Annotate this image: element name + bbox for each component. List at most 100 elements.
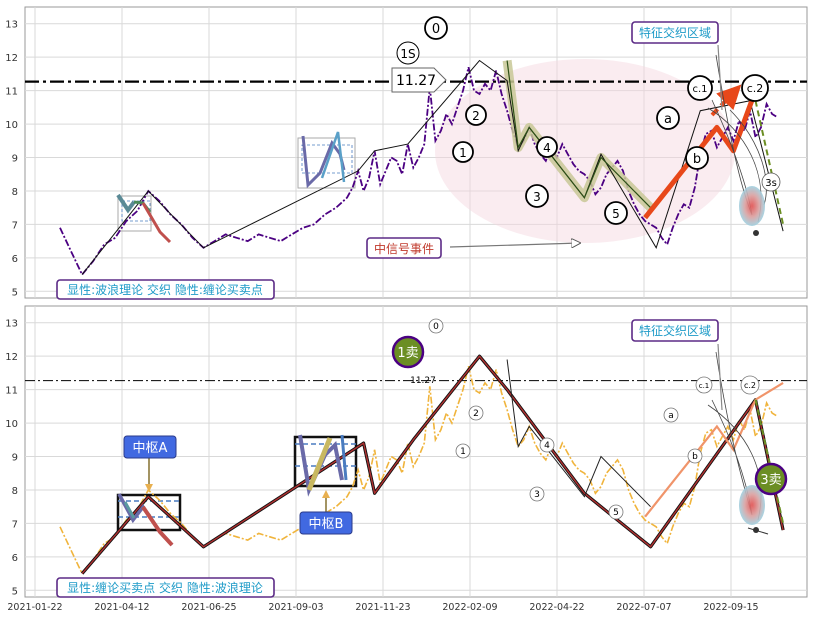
y-tick-label: 8 [12,486,18,497]
wave-label-c1: c.1 [687,75,713,101]
top-annotation-middle-signal-text: 中信号事件 [374,241,434,256]
zhongshu-box-a [116,493,182,532]
sell-point-1-text: 1卖 [397,346,418,361]
signal-tail-bottom [747,527,769,535]
bottom-wave-label-2: 2 [468,405,484,421]
bottom-zhongshu-b-segments-3 [340,434,348,481]
top-panel: 5 6 7 8 9 10 11 12 13 0 1S 1 2 3 4 5 a b [5,6,808,300]
bottom-wave-label-c1-text: c.1 [699,382,710,390]
y-tick-label: 6 [12,553,18,564]
y-tick-label: 7 [12,220,18,231]
bottom-wave-label-a: a [663,407,679,423]
bottom-wave-label-0-text: 0 [433,322,439,332]
wave-label-c2-text: c.2 [747,82,764,95]
bottom-annotation-caption-text: 显性:缠论买卖点 交织 隐性:波浪理论 [67,580,263,595]
wave-label-5-text: 5 [612,207,620,221]
zhongshu-box-b [293,435,358,488]
x-tick-label: 2022-07-07 [616,602,671,613]
y-tick-label: 5 [12,586,18,597]
y-tick-label: 13 [5,20,18,31]
wave-label-1: 1 [452,141,474,163]
sell-point-3: 3卖 [754,462,788,496]
zhongshu-box-top-2 [297,137,356,189]
top-price-callout: 11.27 [391,67,447,93]
x-tick-label: 2021-04-12 [94,602,149,613]
wave-label-3: 3 [525,184,549,208]
top-y-tick-labels: 5 6 7 8 9 10 11 12 13 [5,20,18,299]
bottom-wave-label-1: 1 [455,443,471,459]
zhongshu-box-top-2-inner [301,144,353,174]
y-tick-label: 11 [5,87,18,98]
signal-point-top [753,230,759,236]
x-tick-label: 2021-06-25 [181,602,236,613]
converging-arrow-lines [707,54,767,223]
x-tick-label: 2022-09-15 [703,602,758,613]
bottom-wave-label-b-text: b [692,452,698,462]
bottom-wave-label-2-text: 2 [473,409,479,419]
bottom-x-tick-labels: 2021-01-22 2021-04-12 2021-06-25 2021-09-03… [7,602,758,613]
top-zhongshu-segment-3 [141,202,172,244]
price-line-bottom [59,366,779,576]
bottom-wave-label-a-text: a [668,411,674,421]
wave-label-c2: c.2 [741,74,769,102]
y-tick-label: 12 [5,53,18,64]
top-annotation-caption-text: 显性:波浪理论 交织 隐性:缠论买卖点 [67,282,263,297]
sell-point-3-text: 3卖 [760,473,781,488]
bottom-wave-label-4-text: 4 [544,441,550,451]
wave-label-0-text: 0 [432,22,440,37]
top-zhongshu-segment-1 [116,193,136,214]
wave-label-3s-text: 3s [765,178,777,189]
x-tick-label: 2021-11-23 [355,602,410,613]
wave-label-a-text: a [664,112,672,127]
projection-dashed-line-bottom [754,399,785,524]
bottom-wave-label-5-text: 5 [613,508,619,518]
y-tick-label: 9 [12,453,18,464]
bottom-annotation-interweave: 特征交织区域 [631,319,719,342]
bottom-y-tick-labels: 5 6 7 8 9 10 11 12 13 [5,319,18,598]
top-hline-label: 11.27 [396,73,436,89]
y-tick-label: 11 [5,386,18,397]
interweave-arrow-top [717,44,723,111]
bottom-wave-label-5: 5 [608,504,624,520]
wave-inner-line [506,60,652,209]
wave-label-4: 4 [536,136,558,158]
bottom-annotation-interweave-text: 特征交织区域 [639,323,711,338]
zhongshu-b-label-text: 中枢B [309,517,344,532]
wave-label-5: 5 [604,201,628,225]
zhongshu-b-arrowhead [322,490,330,498]
x-tick-label: 2022-04-22 [529,602,584,613]
top-annotation-interweave: 特征交织区域 [631,21,719,44]
bottom-wave-label-1-text: 1 [460,447,466,457]
zhongshu-box-top-1 [117,195,152,232]
zhongshu-a-label-text: 中枢A [133,441,168,456]
bottom-wave-label-3-text: 3 [534,490,540,500]
signal-blob-top [739,186,765,226]
middle-signal-arrow [449,243,580,247]
wave-label-3s: 3s [761,172,781,192]
wave-label-1s-text: 1S [400,47,415,61]
zhongshu-b-label: 中枢B [299,511,353,535]
wave-label-1-text: 1 [459,146,467,160]
y-tick-label: 9 [12,154,18,165]
wave-label-b: b [685,146,709,170]
wave-structure-line-bottom [506,359,651,508]
signal-blob-bottom [739,485,765,525]
wave-label-2: 2 [465,104,487,126]
wave-label-4-text: 4 [543,141,551,155]
orange-wave-line [643,89,758,220]
wave-label-0: 0 [424,16,448,40]
x-tick-label: 2021-09-03 [268,602,323,613]
y-tick-label: 10 [5,120,18,131]
top-zhongshu-b-segments-2 [320,131,346,183]
bottom-wave-label-b: b [687,448,703,464]
wave-label-1s: 1S [396,41,420,65]
bottom-wave-label-3: 3 [529,486,545,502]
y-tick-label: 13 [5,319,18,330]
sell-point-1: 1卖 [391,335,425,369]
wave-label-a: a [656,106,680,130]
top-annotation-middle-signal: 中信号事件 [366,237,442,259]
y-tick-label: 6 [12,254,18,265]
bottom-wave-label-4: 4 [539,437,555,453]
